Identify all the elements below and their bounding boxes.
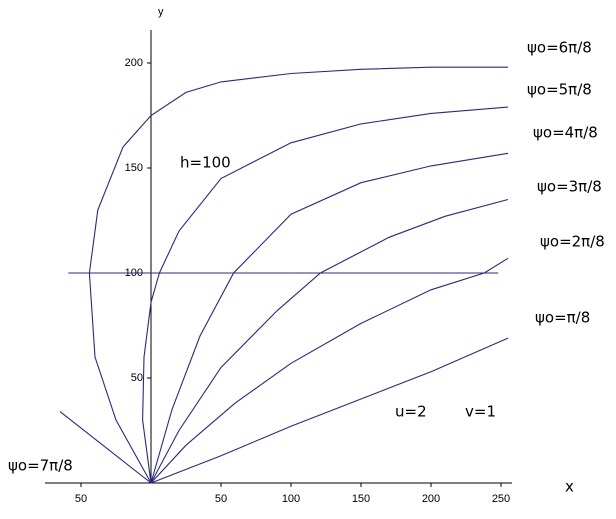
x-tick-label: 150 <box>352 493 370 505</box>
annotation: u=2 <box>395 403 427 421</box>
y-tick-label: 50 <box>131 372 143 384</box>
curve <box>150 198 509 484</box>
x-tick-label: 200 <box>422 493 440 505</box>
y-axis-label: y <box>158 6 164 18</box>
curve <box>150 152 509 484</box>
curve <box>150 257 509 484</box>
curve-label: h=100 <box>180 154 231 172</box>
curve-label: ψo=7π/8 <box>8 457 73 475</box>
curve-label: ψo=3π/8 <box>537 178 602 196</box>
curve-label: ψo=π/8 <box>535 309 590 327</box>
curve-label: ψo=5π/8 <box>527 81 592 99</box>
annotation: v=1 <box>465 403 496 421</box>
x-tick-label: 100 <box>282 493 300 505</box>
curve <box>142 106 509 484</box>
y-tick-label: 200 <box>125 57 143 69</box>
curve-label: ψo=6π/8 <box>527 39 592 57</box>
curve <box>59 411 152 484</box>
y-tick-label: 150 <box>125 162 143 174</box>
x-axis-label: x <box>565 478 574 496</box>
curve <box>150 337 509 484</box>
curve-label: ψo=4π/8 <box>533 124 598 142</box>
curve <box>88 66 508 484</box>
curve-label: ψo=2π/8 <box>540 233 605 251</box>
x-tick-label: 250 <box>492 493 510 505</box>
x-tick-label: 50 <box>75 493 87 505</box>
x-tick-label: 50 <box>215 493 227 505</box>
